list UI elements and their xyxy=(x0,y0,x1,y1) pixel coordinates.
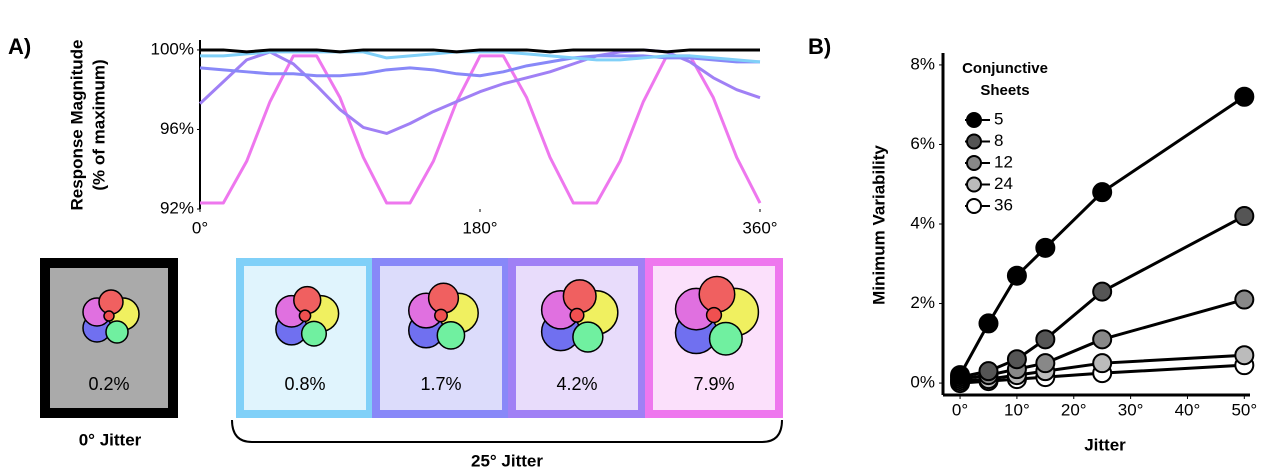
y-tick-label: 8% xyxy=(910,54,935,73)
inset-label: 4.2% xyxy=(556,374,597,394)
y-axis-label: (% of maximum) xyxy=(89,59,108,190)
inset-label: 0.2% xyxy=(88,374,129,394)
inset-glyph xyxy=(563,280,596,313)
inset-glyph xyxy=(707,308,722,323)
x-tick-label: 50° xyxy=(1231,400,1257,419)
inset-label: 1.7% xyxy=(420,374,461,394)
inset-label: 7.9% xyxy=(693,374,734,394)
y-tick-label: 100% xyxy=(151,39,194,58)
y-tick-label: 6% xyxy=(910,134,935,153)
data-point xyxy=(1235,207,1253,225)
data-point xyxy=(1093,283,1111,301)
data-point xyxy=(1093,183,1111,201)
data-point xyxy=(979,362,997,380)
data-point xyxy=(1235,88,1253,106)
data-point xyxy=(1036,330,1054,348)
legend-marker xyxy=(967,135,981,149)
inset-glyph xyxy=(435,309,447,321)
inset-glyph xyxy=(302,321,327,346)
legend-label: 8 xyxy=(994,131,1003,150)
legend-marker xyxy=(967,178,981,192)
legend-marker xyxy=(967,156,981,170)
legend-marker xyxy=(967,199,981,213)
data-point xyxy=(1235,346,1253,364)
group-label: 0° Jitter xyxy=(79,430,142,449)
y-axis-label: Minimum Variability xyxy=(869,145,888,305)
panel-label: B) xyxy=(808,34,831,59)
x-axis-label: Jitter xyxy=(1084,435,1126,454)
data-point xyxy=(1036,239,1054,257)
data-point xyxy=(951,366,969,384)
data-point xyxy=(1235,291,1253,309)
x-tick-label: 10° xyxy=(1004,400,1030,419)
x-tick-label: 0° xyxy=(952,400,968,419)
data-point xyxy=(979,314,997,332)
inset-glyph xyxy=(294,287,321,314)
y-tick-label: 4% xyxy=(910,213,935,232)
x-tick-label: 30° xyxy=(1118,400,1144,419)
inset-glyph xyxy=(710,322,743,355)
y-axis-label: Response Magnitude xyxy=(67,40,86,211)
data-point xyxy=(1093,330,1111,348)
x-tick-label: 180° xyxy=(462,218,497,237)
legend-label: 5 xyxy=(994,109,1003,128)
group-label: 25° Jitter xyxy=(471,451,543,470)
inset-label: 0.8% xyxy=(284,374,325,394)
legend-label: 36 xyxy=(994,195,1013,214)
y-tick-label: 0% xyxy=(910,373,935,392)
inset-glyph xyxy=(299,310,310,321)
panel-label: A) xyxy=(8,34,31,59)
inset-glyph xyxy=(573,322,603,352)
x-tick-label: 40° xyxy=(1175,400,1201,419)
data-point xyxy=(1036,354,1054,372)
inset-glyph xyxy=(437,322,464,349)
legend-title: Conjunctive Sheets xyxy=(945,58,1065,102)
y-tick-label: 96% xyxy=(160,119,194,138)
inset-glyph xyxy=(104,311,114,321)
chart: A) B) 0° Jitter 25° Jitter 92% 96% 100% 0° 1… xyxy=(0,0,1270,472)
x-tick-label: 360° xyxy=(742,218,777,237)
bracket xyxy=(232,420,782,442)
data-point xyxy=(1008,267,1026,285)
x-tick-label: 20° xyxy=(1061,400,1087,419)
data-point xyxy=(1008,350,1026,368)
y-tick-label: 92% xyxy=(160,198,194,217)
legend-label: 24 xyxy=(994,174,1013,193)
inset-glyph xyxy=(106,321,128,343)
data-point xyxy=(1093,354,1111,372)
legend-marker xyxy=(967,113,981,127)
legend-label: 12 xyxy=(994,152,1013,171)
data-line xyxy=(200,56,760,203)
data-line xyxy=(200,50,760,134)
x-tick-label: 0° xyxy=(192,218,208,237)
inset-glyph xyxy=(99,290,123,314)
y-tick-label: 2% xyxy=(910,293,935,312)
figure: A) B) 0° Jitter 25° Jitter 92% 96% 100% 0° 1… xyxy=(0,0,1270,472)
inset-glyph xyxy=(570,308,584,322)
inset-glyph xyxy=(699,277,735,313)
inset-glyph xyxy=(429,283,459,313)
